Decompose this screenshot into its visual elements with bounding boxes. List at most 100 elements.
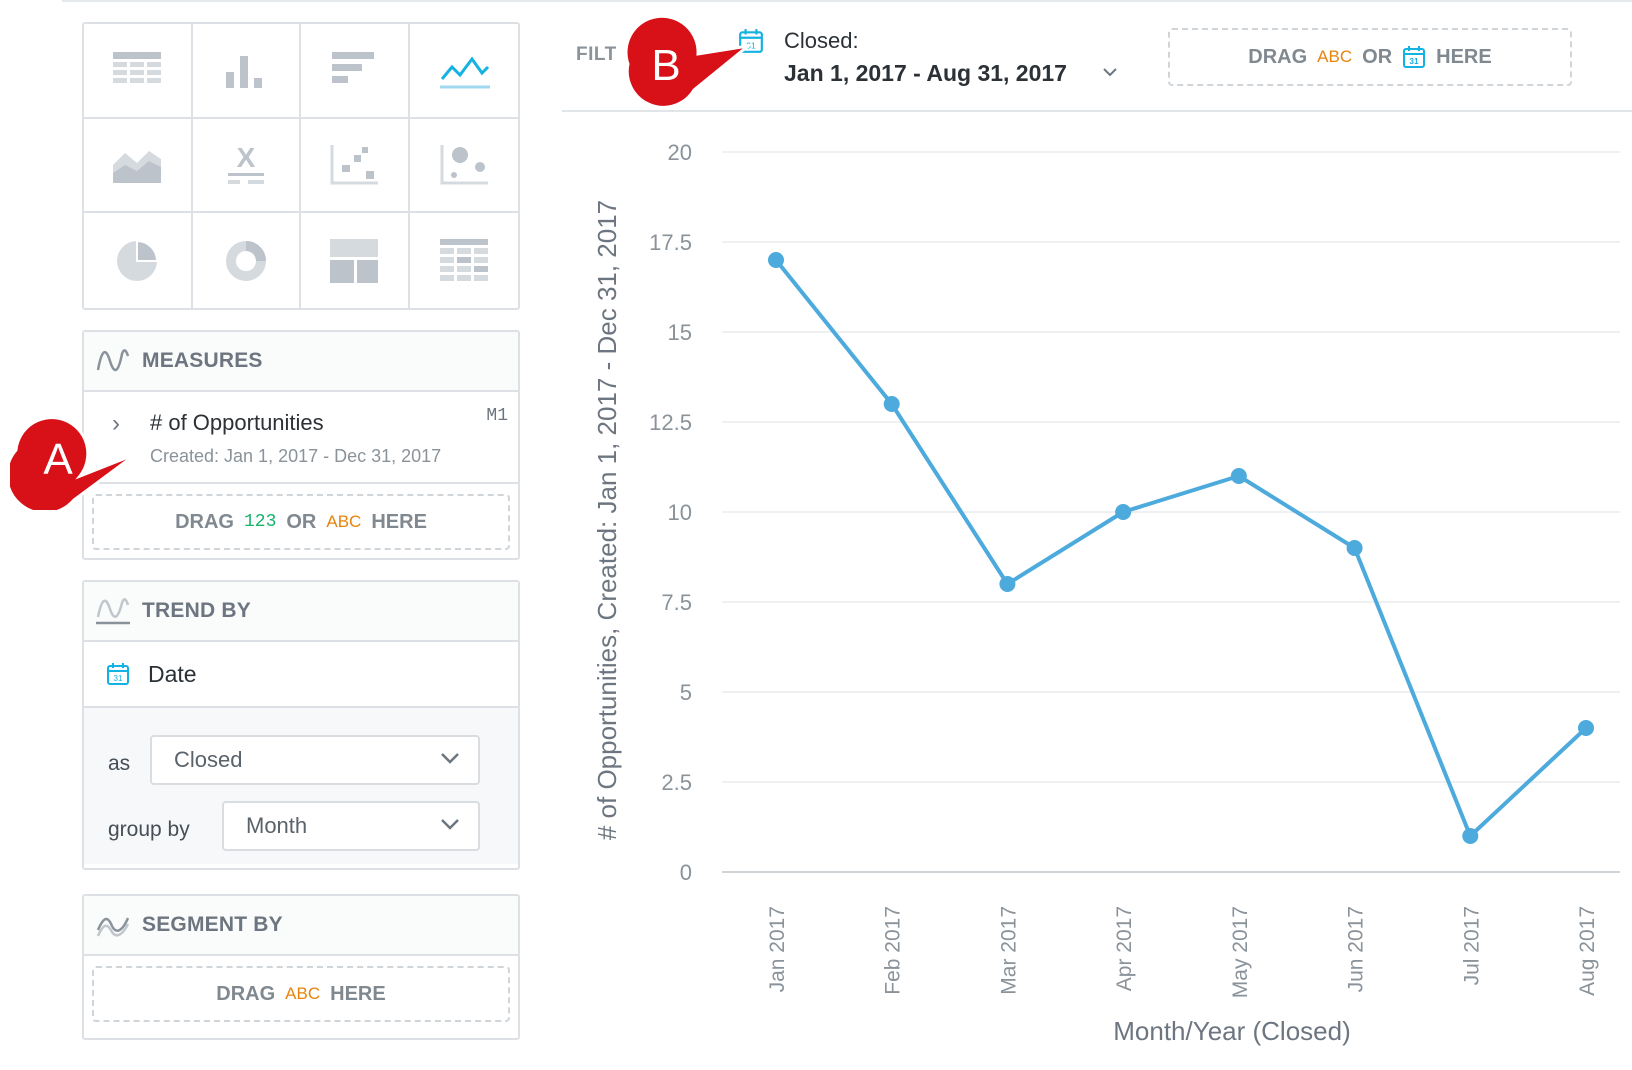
- viz-heatmap-button[interactable]: [410, 213, 519, 308]
- callout-b: B: [624, 16, 752, 109]
- drop-abc-text: ABC: [326, 512, 362, 531]
- heatmap-icon: [439, 238, 488, 281]
- date-as-select[interactable]: Closed: [150, 735, 480, 785]
- y-tick-label: 15: [668, 320, 692, 345]
- trend-by-header: TREND BY: [84, 582, 518, 642]
- top-divider: [62, 0, 1632, 2]
- column-chart-icon: [225, 56, 262, 89]
- drop-abc-text: ABC: [1317, 47, 1353, 66]
- svg-text:X: X: [236, 143, 255, 173]
- drop-here-text: HERE: [330, 982, 386, 1005]
- bubble-chart-icon: [440, 144, 488, 185]
- viz-scatter-button[interactable]: [301, 118, 410, 214]
- y-tick-label: 17.5: [649, 230, 692, 255]
- segment-by-section: SEGMENT BY DRAG ABC HERE: [82, 894, 520, 1040]
- x-tick-label: Apr 2017: [1113, 906, 1136, 991]
- measure-tag: M1: [486, 406, 508, 426]
- measures-section: MEASURES › # of Opportunities Created: J…: [82, 330, 520, 560]
- scatter-plot-icon: [330, 144, 379, 185]
- x-tick-label: Mar 2017: [997, 906, 1020, 995]
- chevron-down-icon: [441, 753, 459, 764]
- viz-headline-button[interactable]: X: [192, 118, 301, 214]
- callout-a-label: A: [43, 435, 73, 484]
- x-tick-label: Jun 2017: [1345, 906, 1368, 992]
- x-tick-label: Feb 2017: [882, 906, 905, 995]
- trend-date-label: Date: [148, 660, 197, 687]
- viz-pie-button[interactable]: [84, 213, 193, 308]
- svg-text:31: 31: [746, 41, 756, 51]
- chevron-down-icon: [441, 819, 459, 830]
- drop-drag-text: DRAG: [216, 982, 276, 1005]
- trend-by-title: TREND BY: [142, 599, 251, 622]
- drop-drag-text: DRAG: [1248, 45, 1308, 68]
- svg-text:31: 31: [114, 674, 123, 683]
- x-axis-label: Month/Year (Closed): [1113, 1016, 1351, 1046]
- drop-abc-text: ABC: [285, 984, 321, 1003]
- x-tick-label: Aug 2017: [1576, 906, 1599, 996]
- measure-item[interactable]: › # of Opportunities Created: Jan 1, 201…: [84, 392, 518, 484]
- bar-chart-icon: [332, 52, 375, 84]
- table-icon: [113, 52, 162, 84]
- x-tick-label: Jan 2017: [766, 906, 789, 992]
- data-point: [883, 396, 900, 412]
- data-point: [1230, 468, 1247, 484]
- pie-chart-icon: [117, 239, 159, 281]
- group-by-label: group by: [108, 818, 190, 841]
- headline-icon: X: [227, 143, 264, 184]
- viz-column-button[interactable]: [192, 24, 301, 119]
- y-tick-label: 20: [668, 140, 692, 165]
- segment-by-header: SEGMENT BY: [84, 896, 518, 956]
- segment-dropzone[interactable]: DRAG ABC HERE: [92, 966, 510, 1022]
- data-point: [1462, 828, 1479, 844]
- y-axis-label: # of Opportunities, Created: Jan 1, 2017…: [592, 200, 622, 840]
- segment-by-title: SEGMENT BY: [142, 913, 283, 936]
- viz-bar-button[interactable]: [301, 24, 410, 119]
- filter-dropzone[interactable]: DRAG ABC OR 31 HERE: [1168, 28, 1572, 86]
- as-label: as: [108, 752, 131, 775]
- date-filter-title[interactable]: Closed:: [784, 28, 859, 53]
- trend-date-item[interactable]: 31 Date: [84, 642, 518, 708]
- y-tick-label: 2.5: [661, 770, 692, 795]
- trend-options: as Closed group by Month: [84, 708, 518, 864]
- segment-icon: [96, 917, 130, 937]
- viz-donut-button[interactable]: [193, 213, 301, 308]
- calendar-icon: 31: [1403, 46, 1426, 68]
- x-tick-label: Jul 2017: [1460, 906, 1483, 985]
- line-chart-icon: [439, 56, 490, 89]
- viz-line-button[interactable]: [409, 24, 518, 119]
- filter-divider: [562, 110, 1632, 112]
- data-point: [1346, 540, 1363, 556]
- x-tick-label: May 2017: [1229, 906, 1252, 998]
- trend-icon: [96, 598, 130, 625]
- viz-table-button[interactable]: [84, 24, 193, 119]
- measures-icon: [96, 349, 130, 372]
- y-tick-label: 10: [668, 500, 692, 525]
- drop-here-text: HERE: [371, 510, 427, 533]
- viz-area-button[interactable]: [84, 118, 193, 214]
- filters-label: FILT: [576, 44, 617, 65]
- measures-header: MEASURES: [84, 332, 518, 392]
- drop-num-text: 123: [243, 512, 277, 532]
- data-point: [1115, 504, 1132, 520]
- donut-chart-icon: [225, 240, 266, 281]
- date-as-value: Closed: [174, 747, 243, 772]
- y-tick-label: 7.5: [661, 590, 692, 615]
- group-by-select[interactable]: Month: [222, 801, 480, 851]
- measures-dropzone[interactable]: DRAG 123 OR ABC HERE: [92, 494, 510, 550]
- viz-treemap-button[interactable]: [301, 213, 410, 308]
- svg-text:31: 31: [1410, 57, 1419, 66]
- data-point: [768, 252, 784, 268]
- measure-filter-text: Created: Jan 1, 2017 - Dec 31, 2017: [150, 446, 442, 466]
- drop-here-text: HERE: [1436, 45, 1492, 68]
- calendar-icon: 31: [739, 29, 763, 53]
- y-tick-label: 12.5: [649, 410, 692, 435]
- measures-title: MEASURES: [142, 349, 263, 372]
- expand-chevron-icon[interactable]: ›: [112, 410, 120, 437]
- viz-bubble-button[interactable]: [409, 119, 518, 214]
- measure-name: # of Opportunities: [150, 410, 324, 435]
- date-filter-range[interactable]: Jan 1, 2017 - Aug 31, 2017: [784, 60, 1067, 86]
- series-line: [774, 258, 1588, 838]
- trend-by-section: TREND BY 31 Date as Closed group by Mont…: [82, 580, 520, 870]
- chevron-down-icon[interactable]: [1102, 66, 1118, 78]
